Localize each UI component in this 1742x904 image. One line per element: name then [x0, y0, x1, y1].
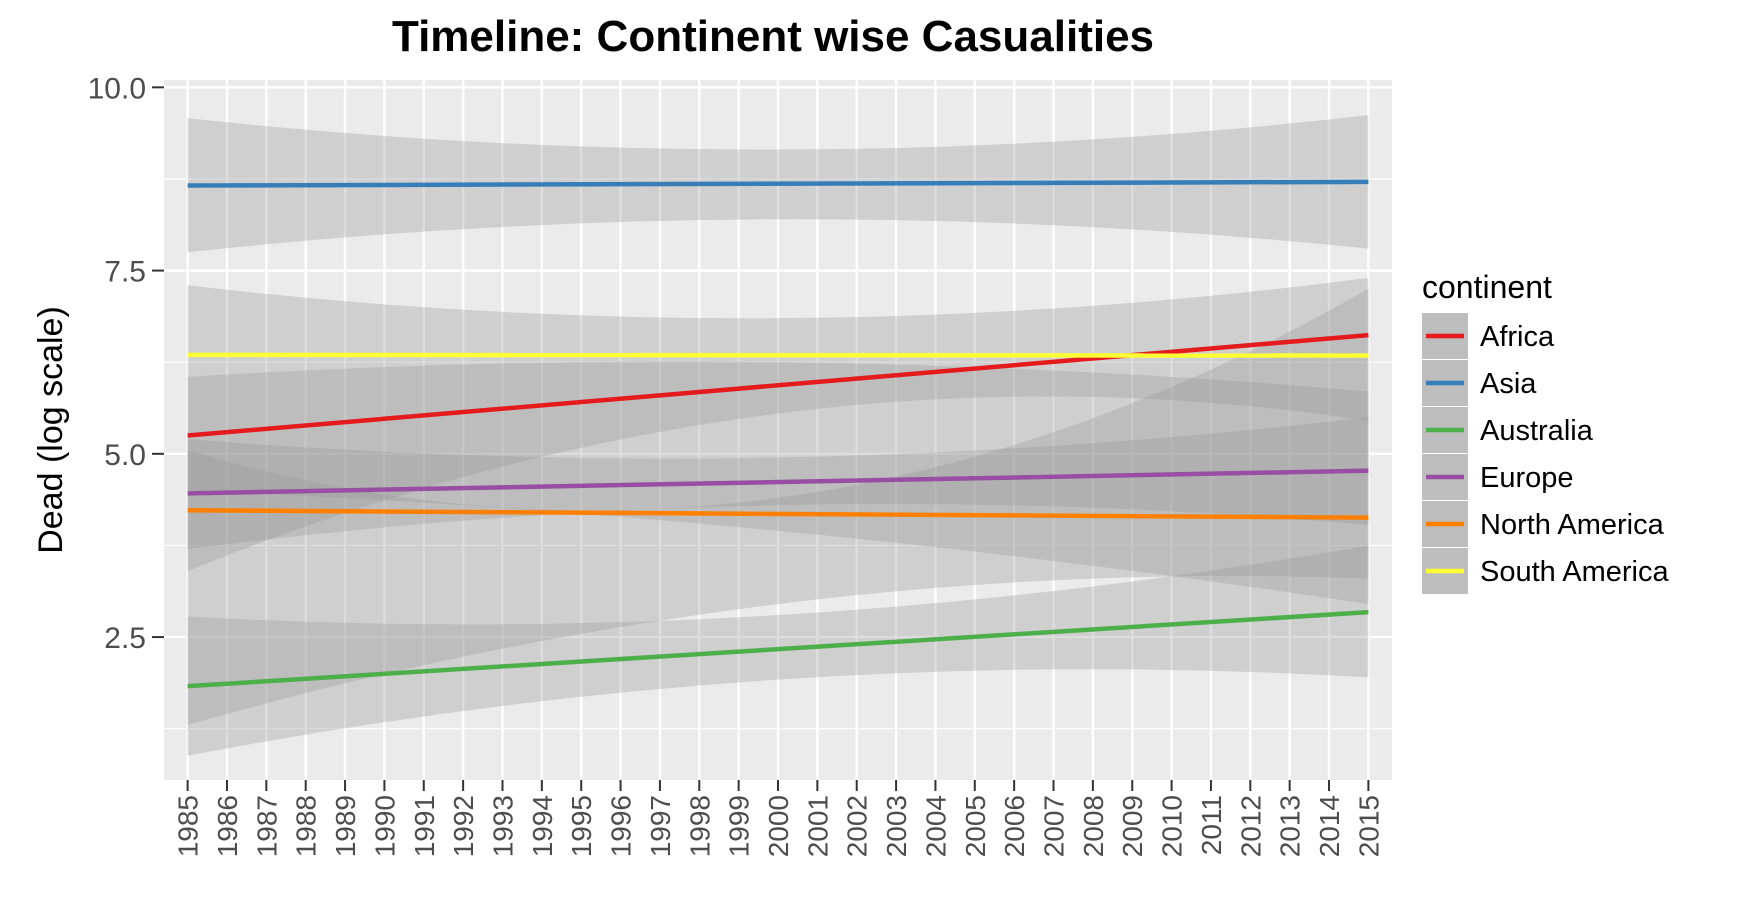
x-tick-label: 1997: [645, 795, 676, 857]
series-lines: [187, 179, 1369, 689]
x-axis: 1985 1986 1987 1988 1989 1990 1991 1992 1993 1994…: [173, 780, 1384, 857]
series-line-africa: [187, 332, 1369, 438]
x-tick-label: 2007: [1039, 795, 1070, 857]
legend-label: Africa: [1480, 321, 1555, 353]
legend-item: South America: [1422, 548, 1669, 594]
confidence-bands: [187, 115, 1369, 756]
x-tick-label: 2008: [1078, 795, 1109, 857]
legend-item: Europe: [1422, 454, 1574, 500]
legend-item: North America: [1422, 501, 1665, 547]
x-tick-label: 2002: [842, 795, 873, 857]
y-tick-label: 2.5: [104, 622, 146, 655]
x-tick-label: 2012: [1235, 795, 1266, 857]
series-line-south-america: [187, 352, 1369, 358]
legend-label: Europe: [1480, 462, 1574, 494]
x-tick-label: 2000: [763, 795, 794, 857]
x-tick-label: 2013: [1275, 795, 1306, 857]
x-tick-label: 1987: [251, 795, 282, 857]
x-tick-label: 1986: [212, 795, 243, 857]
x-tick-label: 2011: [1196, 795, 1227, 855]
x-tick-label: 1992: [448, 795, 479, 857]
x-tick-label: 2009: [1117, 795, 1148, 857]
x-tick-label: 1994: [527, 795, 558, 857]
y-tick-label: 7.5: [104, 256, 146, 289]
x-tick-label: 1998: [684, 795, 715, 857]
legend-item: Asia: [1422, 360, 1537, 406]
series-line-australia: [187, 609, 1369, 689]
legend-title: continent: [1422, 269, 1552, 305]
y-tick-label: 10.0: [88, 72, 146, 105]
x-tick-label: 2005: [960, 795, 991, 857]
x-tick-label: 2010: [1157, 795, 1188, 857]
x-tick-label: 1989: [330, 795, 361, 857]
legend-label: North America: [1480, 509, 1665, 541]
x-tick-label: 1988: [291, 795, 322, 857]
x-tick-label: 2015: [1353, 795, 1384, 857]
x-tick-label: 2004: [920, 795, 951, 857]
legend-item: Australia: [1422, 407, 1594, 453]
x-tick-label: 2003: [881, 795, 912, 857]
legend-label: Australia: [1480, 415, 1594, 447]
chart-title: Timeline: Continent wise Casualities: [392, 12, 1154, 61]
x-tick-label: 1999: [724, 795, 755, 857]
x-tick-label: 2014: [1314, 795, 1345, 857]
ci-band-africa: [187, 277, 1369, 572]
series-line-europe: [187, 468, 1369, 496]
x-tick-label: 1993: [487, 795, 518, 857]
legend-label: South America: [1480, 556, 1669, 588]
x-tick-label: 1990: [369, 795, 400, 857]
x-tick-label: 1991: [409, 795, 440, 857]
ci-band-north-america: [187, 288, 1369, 726]
y-axis-title: Dead (log scale): [32, 306, 70, 554]
legend-item: Africa: [1422, 313, 1555, 359]
x-tick-label: 1995: [566, 795, 597, 857]
x-tick-label: 1985: [173, 795, 204, 857]
x-tick-label: 2006: [999, 795, 1030, 857]
y-axis: 2.5 5.0 7.5 10.0: [88, 72, 164, 655]
series-line-north-america: [187, 508, 1369, 520]
series-line-asia: [187, 179, 1369, 188]
x-tick-label: 1996: [606, 795, 637, 857]
legend-label: Asia: [1480, 368, 1537, 400]
x-tick-label: 2001: [802, 795, 833, 857]
legend: continent Africa Asia Australia Europe North…: [1422, 269, 1669, 594]
y-tick-label: 5.0: [104, 439, 146, 472]
